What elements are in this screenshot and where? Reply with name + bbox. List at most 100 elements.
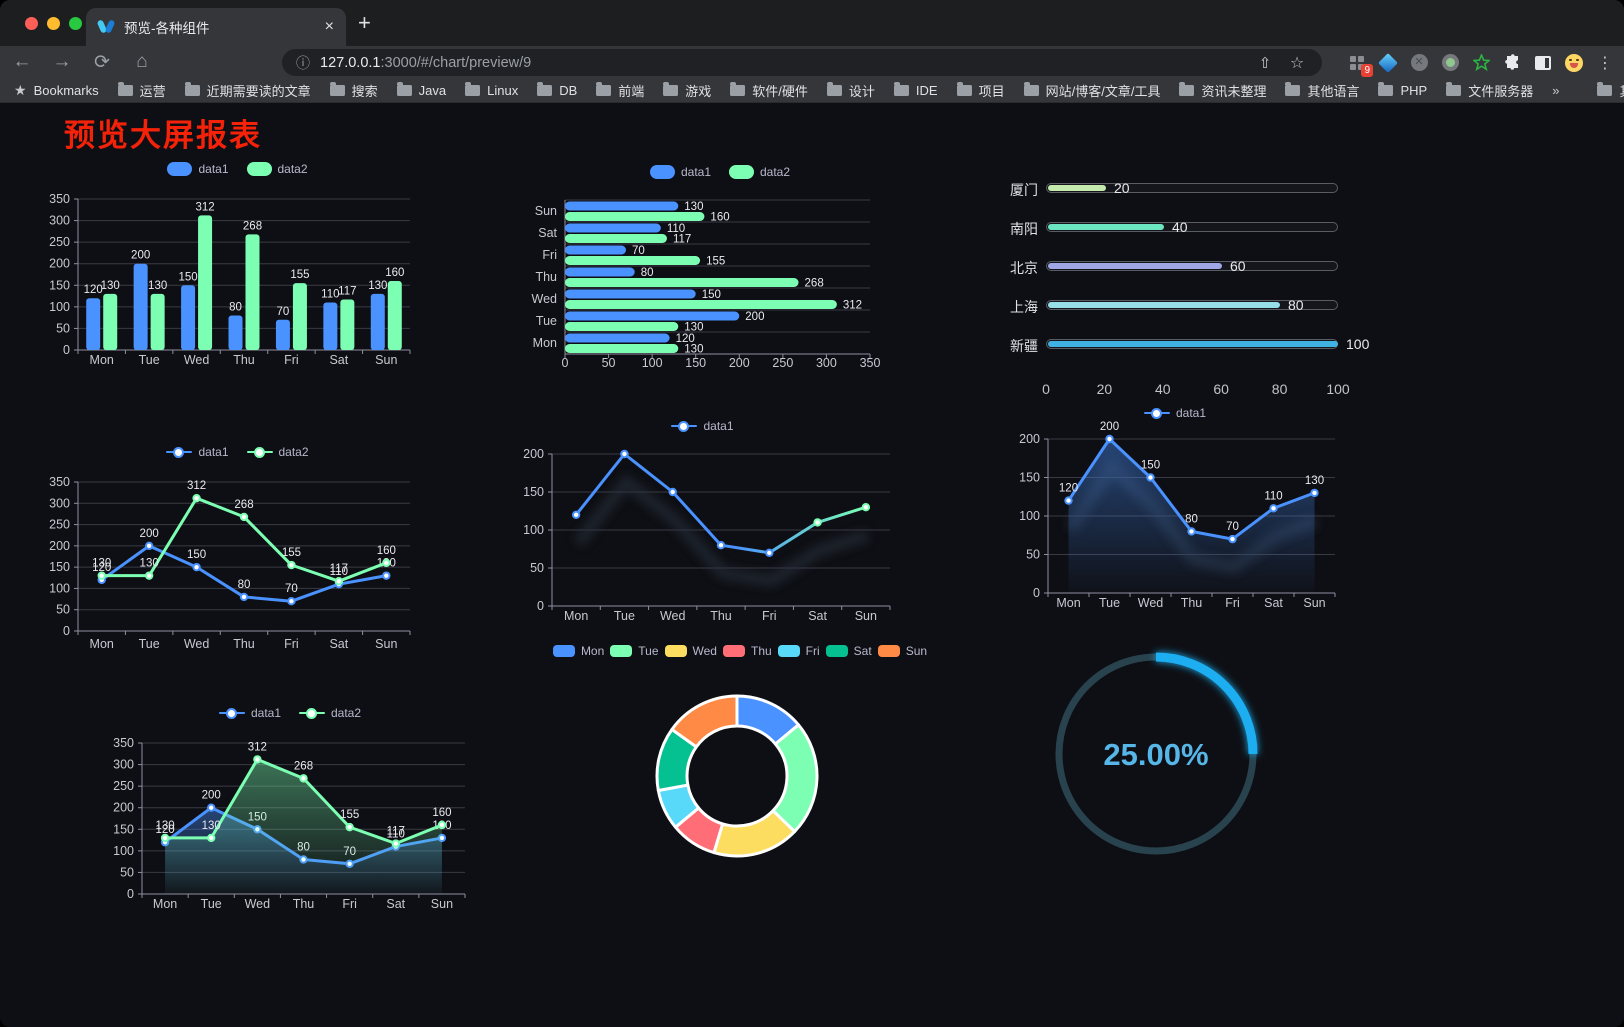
back-button[interactable]: ← (12, 51, 32, 72)
legend-item[interactable]: Fri (777, 644, 820, 658)
bookmarks-overflow-chevron[interactable]: » (1552, 83, 1560, 98)
legend-item[interactable]: data1 (649, 165, 711, 179)
share-icon[interactable]: ⇧ (1258, 54, 1272, 72)
browser-menu-icon[interactable]: ⋮ (1597, 54, 1613, 72)
extensions-puzzle-icon[interactable] (1503, 54, 1521, 72)
svg-text:Thu: Thu (1181, 596, 1203, 610)
legend-item[interactable]: Tue (610, 644, 659, 658)
legend-item[interactable]: data1 (1143, 406, 1206, 420)
legend-item[interactable]: data1 (167, 162, 229, 176)
tab-strip: 预览-各种组件 × + (0, 0, 1624, 46)
site-info-icon[interactable]: ⓘ (296, 54, 310, 71)
svg-text:Sun: Sun (855, 609, 877, 623)
bookmarks-label: Bookmarks (33, 83, 99, 98)
maximize-window-button[interactable] (69, 17, 82, 30)
url-text[interactable]: 127.0.0.1:3000/#/chart/preview/9 (320, 55, 1244, 71)
svg-text:117: 117 (330, 563, 348, 575)
extension-badge: 9 (1361, 63, 1373, 77)
legend-item[interactable]: data1 (218, 706, 281, 720)
folder-icon (663, 82, 679, 96)
bookmark-item[interactable]: DB (537, 81, 577, 100)
bookmark-item[interactable]: 运营 (117, 81, 166, 100)
folder-icon (537, 82, 553, 96)
bookmark-item[interactable]: Linux (465, 81, 518, 100)
other-bookmarks-folder[interactable]: 其他书签 (1597, 81, 1624, 100)
legend-item[interactable]: data2 (299, 706, 361, 720)
bookmark-item[interactable]: 搜索 (329, 81, 378, 100)
bookmark-item[interactable]: 设计 (826, 81, 875, 100)
forward-button[interactable]: → (52, 51, 72, 72)
folder-icon (1378, 82, 1394, 96)
minimize-window-button[interactable] (47, 17, 60, 30)
legend-item[interactable]: Wed (664, 644, 717, 658)
emoji-extension-icon[interactable] (1565, 53, 1583, 72)
bookmark-item[interactable]: 软件/硬件 (730, 81, 808, 100)
line-svg: 0 50 100 150 200 Mon Tue Wed Thu Fri Sat Sun (523, 447, 891, 623)
new-tab-button[interactable]: + (358, 10, 371, 35)
svg-text:50: 50 (56, 321, 70, 335)
home-button[interactable]: ⌂ (136, 51, 148, 72)
bookmark-star-icon[interactable]: ☆ (1289, 54, 1305, 72)
legend-item[interactable]: Sat (825, 644, 872, 658)
svg-text:0: 0 (127, 887, 134, 901)
legend-item[interactable]: Mon (552, 644, 604, 658)
horizontal-bar-chart: data1 data2 0 50 100 150 200 250 300 350 Sun 130 160… (520, 151, 920, 379)
legend-item[interactable]: data2 (246, 162, 308, 176)
bookmark-item[interactable]: 近期需要读的文章 (184, 81, 311, 100)
extension-star-icon[interactable] (1472, 54, 1490, 72)
bookmarks-manager[interactable]: ★ Bookmarks (14, 82, 99, 99)
bookmark-item[interactable]: 项目 (956, 81, 1005, 100)
svg-text:117: 117 (673, 234, 691, 246)
bookmark-item[interactable]: 资讯未整理 (1179, 81, 1266, 100)
legend-item[interactable]: data1 (671, 419, 734, 433)
tab-close-icon[interactable]: × (324, 18, 334, 35)
svg-text:130: 130 (155, 820, 174, 832)
legend-item[interactable]: data2 (729, 165, 790, 179)
bookmark-item[interactable]: IDE (893, 81, 938, 100)
bookmark-item[interactable]: 网站/博客/文章/工具 (1023, 81, 1160, 100)
legend-item[interactable]: data2 (246, 445, 309, 459)
svg-text:Sat: Sat (808, 609, 827, 623)
address-bar[interactable]: ⓘ 127.0.0.1:3000/#/chart/preview/9 ⇧ ☆ (282, 49, 1322, 76)
bookmark-item[interactable]: 游戏 (663, 81, 711, 100)
svg-text:130: 130 (101, 280, 120, 292)
svg-text:300: 300 (816, 356, 837, 370)
svg-text:150: 150 (178, 271, 197, 283)
svg-text:70: 70 (632, 245, 645, 257)
side-panel-icon[interactable] (1534, 54, 1552, 72)
svg-text:Thu: Thu (535, 270, 557, 284)
legend-item[interactable]: Sun (877, 644, 927, 658)
svg-text:Sat: Sat (386, 897, 405, 911)
extension-settings-icon[interactable] (1410, 54, 1428, 72)
folder-icon (1285, 82, 1301, 96)
browser-tab[interactable]: 预览-各种组件 × (86, 8, 346, 46)
svg-text:110: 110 (330, 566, 348, 578)
url-host: 127.0.0.1 (320, 54, 381, 71)
extensions-row: 9 ⋮ (1348, 49, 1614, 77)
bookmark-item[interactable]: Java (396, 81, 446, 100)
bookmark-item[interactable]: PHP (1378, 81, 1427, 100)
bookmark-item[interactable]: 其他语言 (1285, 81, 1359, 100)
reload-button[interactable]: ⟳ (94, 51, 110, 73)
bookmark-item[interactable]: 前端 (596, 81, 644, 100)
extension-grid-icon[interactable]: 9 (1348, 54, 1373, 77)
chart-legend: data1 data2 (40, 162, 435, 176)
folder-icon (1597, 82, 1613, 96)
svg-text:155: 155 (282, 547, 301, 559)
svg-text:312: 312 (195, 201, 214, 213)
url-path: :3000/#/chart/preview/9 (380, 54, 532, 71)
close-window-button[interactable] (25, 17, 38, 30)
navigation-bar: ← → ⟳ ⌂ ⓘ 127.0.0.1:3000/#/chart/preview… (0, 46, 1624, 79)
folder-icon (1179, 82, 1195, 96)
extension-record-icon[interactable] (1441, 54, 1459, 72)
folder-icon (956, 82, 972, 96)
legend-item[interactable]: Thu (722, 644, 772, 658)
svg-text:100: 100 (49, 581, 70, 595)
svg-text:0: 0 (63, 624, 70, 638)
bookmark-item[interactable]: 文件服务器 (1446, 81, 1533, 100)
legend-item[interactable]: data1 (166, 445, 229, 459)
svg-text:200: 200 (1100, 421, 1119, 433)
progress-label: 上海 (1010, 299, 1038, 315)
legend-marker-icon (552, 645, 575, 657)
extension-kite-icon[interactable] (1378, 52, 1398, 73)
